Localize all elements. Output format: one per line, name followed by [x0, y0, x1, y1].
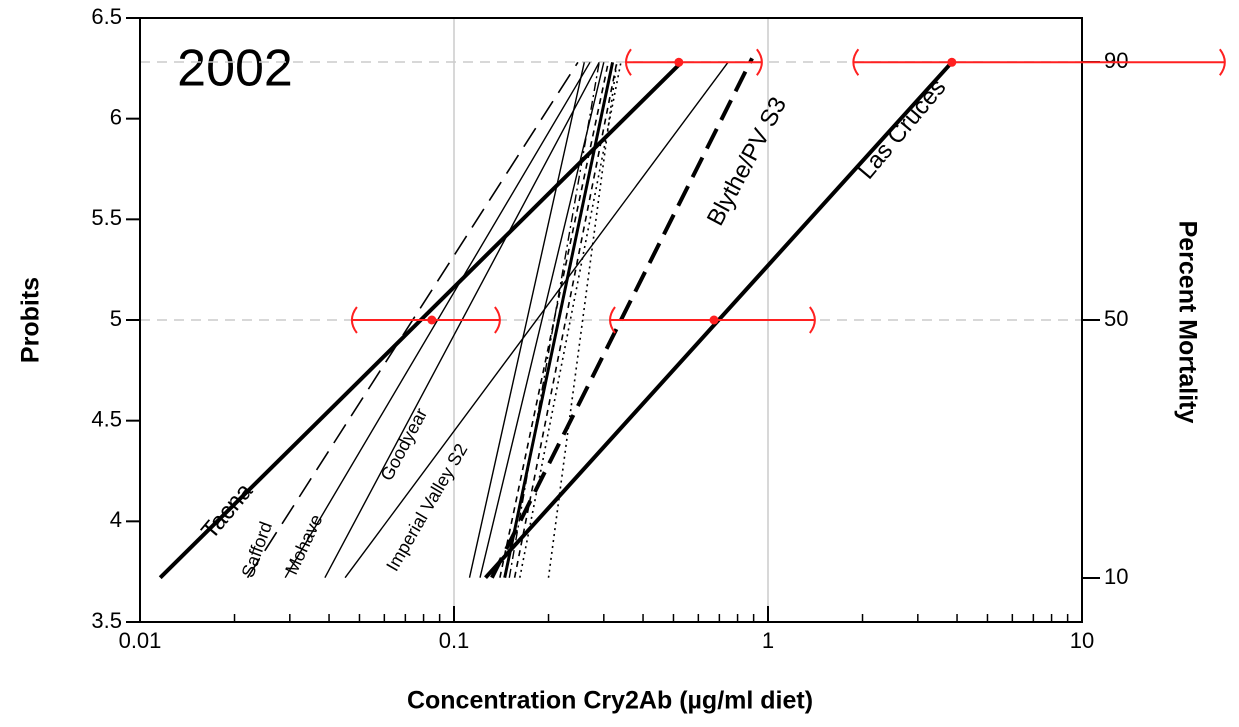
y2-tick-label: 50 — [1104, 306, 1128, 331]
y-tick-label: 6 — [110, 104, 122, 129]
error-bar-cap — [852, 48, 860, 76]
series-line — [468, 62, 585, 578]
error-bar-cap — [756, 48, 763, 76]
series-label: Las Cruces — [853, 74, 952, 184]
error-bar-center — [427, 315, 437, 325]
x-tick-label: 10 — [1070, 628, 1094, 653]
y-tick-label: 4 — [110, 507, 122, 532]
y-axis-title: Probits — [17, 277, 45, 363]
series-label: Blythe/PV S3 — [702, 93, 792, 231]
error-bar-cap — [809, 306, 816, 334]
x-axis-title: Concentration Cry2Ab (µg/ml diet) — [407, 687, 813, 715]
y2-tick-label: 10 — [1104, 564, 1128, 589]
y-tick-label: 5.5 — [91, 205, 122, 230]
y2-tick-label: 90 — [1104, 48, 1128, 73]
series-line — [490, 57, 754, 579]
series-line — [344, 61, 729, 579]
error-bar-center — [674, 57, 684, 67]
series-line — [479, 62, 605, 578]
error-bar-cap — [1219, 48, 1226, 76]
y-tick-label: 3.5 — [91, 608, 122, 633]
series-label: Mohave — [281, 511, 326, 577]
series-line — [503, 61, 615, 579]
series-label: Safford — [238, 519, 277, 580]
y2-axis-title: Percent Mortality — [1173, 221, 1201, 424]
annotation: 2002 — [177, 40, 293, 98]
error-bar-cap — [609, 306, 616, 334]
error-bar-cap — [350, 306, 358, 334]
x-tick-label: 0.1 — [439, 628, 470, 653]
series-line — [508, 62, 600, 578]
error-bar-cap — [494, 306, 501, 334]
series-line — [547, 62, 618, 578]
error-bar-cap — [625, 48, 632, 76]
y-tick-label: 6.5 — [91, 4, 122, 29]
x-tick-label: 1 — [762, 628, 774, 653]
y-tick-label: 4.5 — [91, 406, 122, 431]
error-bar-center — [709, 315, 719, 325]
y-tick-label: 5 — [110, 306, 122, 331]
error-bar-center — [947, 57, 957, 67]
x-tick-label: 0.01 — [119, 628, 162, 653]
